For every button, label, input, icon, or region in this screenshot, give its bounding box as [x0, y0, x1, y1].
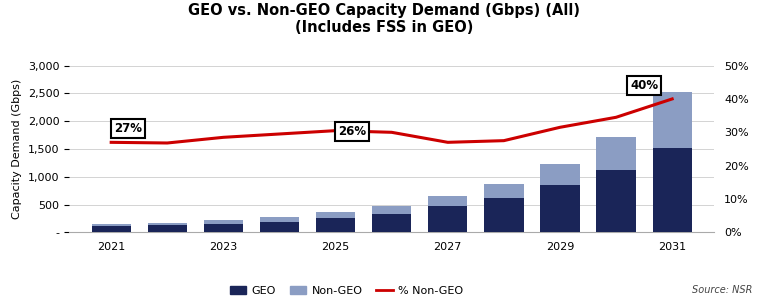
Bar: [653, 92, 692, 148]
Bar: [597, 137, 636, 170]
Bar: [428, 196, 468, 206]
Bar: [147, 226, 187, 232]
Text: 26%: 26%: [339, 125, 366, 138]
Bar: [204, 220, 243, 224]
% Non-GEO: [667, 97, 677, 101]
% Non-GEO: [499, 139, 508, 142]
% Non-GEO: [387, 131, 396, 134]
Bar: [260, 222, 299, 232]
% Non-GEO: [443, 141, 452, 144]
Text: 40%: 40%: [630, 79, 658, 91]
% Non-GEO: [275, 132, 284, 136]
Legend: GEO, Non-GEO, % Non-GEO: GEO, Non-GEO, % Non-GEO: [225, 281, 468, 298]
Bar: [428, 206, 468, 232]
Bar: [372, 206, 412, 214]
% Non-GEO: [331, 129, 340, 132]
Bar: [204, 224, 243, 232]
Bar: [147, 223, 187, 226]
Text: Source: NSR: Source: NSR: [692, 285, 753, 295]
Bar: [316, 218, 356, 232]
% Non-GEO: [219, 136, 228, 139]
Text: GEO vs. Non-GEO Capacity Demand (Gbps) (All)
(Includes FSS in GEO): GEO vs. Non-GEO Capacity Demand (Gbps) (…: [188, 3, 580, 35]
Bar: [91, 226, 131, 232]
Bar: [485, 184, 524, 198]
Bar: [541, 164, 580, 185]
Bar: [597, 170, 636, 232]
Bar: [372, 214, 412, 232]
Bar: [316, 212, 356, 218]
% Non-GEO: [611, 116, 621, 119]
Bar: [485, 198, 524, 232]
Text: 27%: 27%: [114, 122, 142, 135]
% Non-GEO: [163, 141, 172, 145]
Y-axis label: Capacity Demand (Gbps): Capacity Demand (Gbps): [12, 79, 22, 219]
Line: % Non-GEO: % Non-GEO: [111, 99, 672, 143]
Bar: [91, 224, 131, 226]
Bar: [653, 148, 692, 232]
Bar: [260, 218, 299, 222]
% Non-GEO: [107, 141, 116, 144]
Bar: [541, 185, 580, 232]
% Non-GEO: [555, 125, 564, 129]
